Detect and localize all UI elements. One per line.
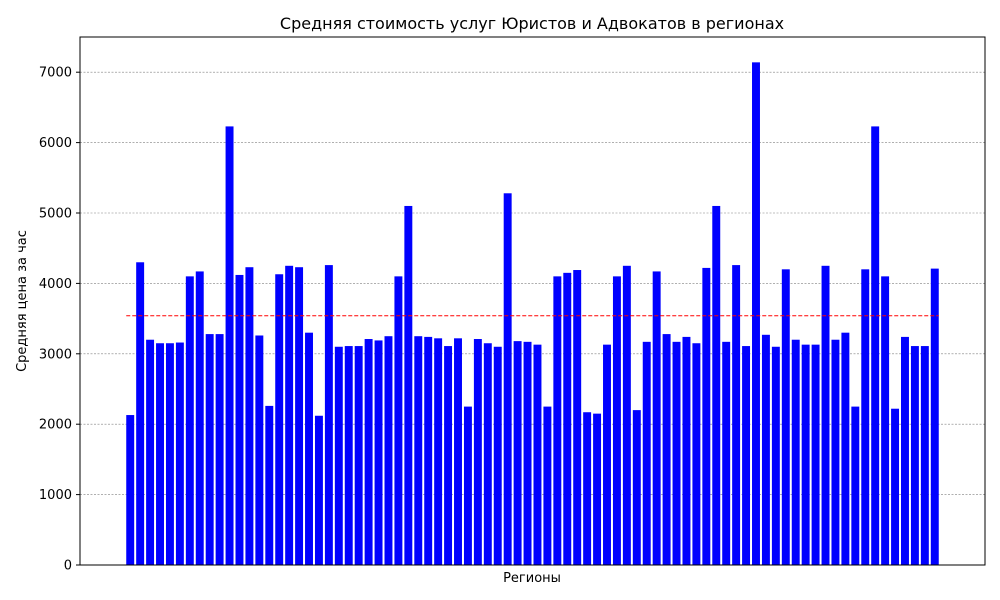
plot-area-frame	[79, 36, 986, 566]
bar-45	[563, 272, 572, 565]
bar-44	[553, 276, 562, 565]
bar-65	[761, 334, 770, 565]
bar-48	[593, 413, 602, 565]
bar-24	[354, 346, 363, 565]
bar-78	[891, 408, 900, 565]
bar-12	[235, 274, 244, 565]
bar-66	[771, 346, 780, 565]
bar-52	[632, 410, 641, 565]
bar-31	[424, 336, 433, 565]
bar-37	[483, 343, 492, 565]
bar-2	[136, 262, 145, 565]
bar-41	[523, 341, 532, 565]
bar-23	[344, 346, 353, 565]
bar-43	[543, 406, 552, 565]
bar-34	[454, 338, 462, 565]
bar-50	[612, 276, 621, 565]
y-tick-label: 7000	[39, 66, 72, 81]
bar-19	[305, 332, 313, 565]
bar-28	[394, 276, 403, 565]
bar-8	[195, 271, 204, 565]
bar-61	[722, 341, 731, 565]
bar-81	[920, 346, 929, 565]
y-tick-label: 2000	[39, 418, 72, 433]
bar-69	[801, 344, 810, 565]
bar-33	[444, 346, 453, 565]
bar-79	[901, 336, 909, 565]
bar-10	[215, 334, 224, 565]
bar-26	[374, 340, 383, 565]
bar-67	[781, 269, 790, 565]
bar-14	[255, 335, 264, 565]
bar-17	[285, 265, 294, 565]
y-tick-label: 0	[64, 559, 72, 574]
bar-70	[811, 344, 820, 565]
bar-82	[930, 268, 939, 565]
y-tick-label: 5000	[39, 207, 72, 222]
bar-51	[622, 265, 631, 565]
y-tick-label: 3000	[39, 347, 72, 362]
bar-54	[652, 271, 661, 565]
bar-75	[861, 269, 870, 565]
bar-7	[185, 276, 194, 565]
bar-77	[881, 276, 890, 565]
bar-16	[275, 274, 284, 565]
bar-22	[334, 346, 343, 565]
bar-74	[851, 406, 860, 565]
bar-21	[324, 265, 333, 565]
bar-36	[473, 339, 482, 565]
bar-30	[414, 336, 423, 565]
chart-title: Средняя стоимость услуг Юристов и Адвока…	[280, 14, 784, 33]
y-tick-label: 6000	[39, 136, 72, 151]
bar-63	[742, 346, 751, 565]
bar-42	[533, 344, 542, 565]
bar-38	[493, 346, 502, 565]
bar-32	[434, 338, 443, 565]
bar-72	[831, 339, 840, 565]
bar-76	[871, 126, 880, 566]
bar-53	[642, 341, 651, 565]
bar-9	[205, 334, 214, 565]
y-axis-label: Средняя цена за час	[15, 230, 30, 372]
bar-56	[672, 341, 681, 565]
bar-80	[910, 346, 919, 565]
bar-40	[513, 341, 522, 565]
bar-49	[603, 344, 611, 565]
bar-47	[583, 412, 592, 565]
bar-1	[126, 415, 135, 565]
bar-3	[146, 339, 155, 565]
bar-11	[225, 126, 234, 566]
bar-29	[404, 205, 413, 565]
bar-59	[702, 267, 711, 565]
y-tick-label: 1000	[39, 488, 72, 503]
y-tick-label: 4000	[39, 277, 72, 292]
bar-46	[573, 270, 582, 565]
bar-62	[732, 265, 741, 565]
bar-5	[165, 343, 174, 565]
bar-71	[821, 265, 830, 565]
bar-68	[791, 339, 800, 565]
bar-27	[384, 336, 393, 565]
y-axis-ticks: 0 1000 2000 3000 4000 5000 6000 7000	[39, 66, 80, 574]
bar-73	[841, 332, 850, 565]
bar-13	[245, 267, 254, 565]
bar-15	[265, 405, 274, 565]
bar-35	[463, 406, 472, 565]
x-axis-label: Регионы	[503, 571, 561, 586]
bar-60	[712, 205, 721, 565]
bar-58	[692, 343, 701, 565]
bars	[126, 62, 939, 566]
bar-39	[503, 193, 512, 565]
bar-57	[682, 336, 691, 565]
bar-4	[156, 343, 164, 565]
bar-64	[752, 62, 760, 566]
bar-55	[662, 334, 671, 565]
bar-20	[314, 415, 323, 565]
bar-6	[175, 342, 184, 565]
bar-18	[295, 267, 304, 565]
bar-25	[364, 339, 373, 565]
